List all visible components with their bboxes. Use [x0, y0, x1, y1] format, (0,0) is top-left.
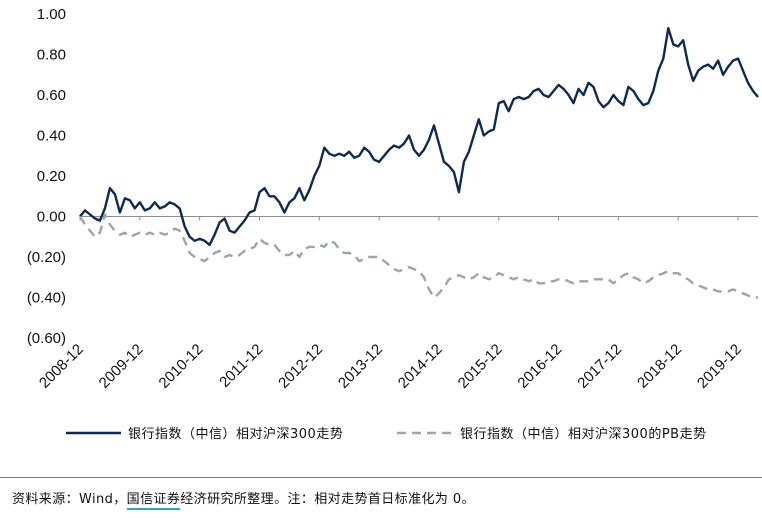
y-tick-label: (0.20) [27, 249, 66, 266]
x-tick-label: 2011-12 [216, 341, 266, 391]
source-prefix: 资料来源：Wind， [12, 492, 127, 507]
x-tick-label: 2015-12 [455, 341, 506, 392]
x-tick-label: 2010-12 [156, 341, 207, 392]
y-tick-label: 0.40 [37, 128, 66, 145]
x-tick-label: 2018-12 [634, 341, 685, 392]
y-tick-label: (0.60) [27, 330, 66, 347]
y-tick-label: (0.40) [27, 290, 66, 307]
legend-label-pb: 银行指数（中信）相对沪深300的PB走势 [460, 426, 707, 442]
x-tick-label: 2016-12 [514, 341, 565, 392]
y-tick-label: 1.00 [37, 6, 66, 23]
series-lines [78, 27, 759, 299]
source-org: 国信证券 [126, 492, 181, 510]
x-axis [79, 216, 758, 221]
x-tick-label: 2013-12 [335, 341, 386, 392]
source-suffix: 经济研究所整理。注：相对走势首日标准化为 0。 [180, 492, 475, 507]
x-tick-label: 2012-12 [275, 341, 326, 392]
y-tick-label: 0.80 [37, 47, 66, 64]
x-tick-label: 2008-12 [36, 341, 87, 392]
legend-label-relative: 银行指数（中信）相对沪深300走势 [128, 426, 343, 442]
x-tick-label: 2009-12 [96, 341, 147, 392]
y-tick-label: 0.20 [37, 168, 66, 185]
source-note: 资料来源：Wind，国信证券经济研究所整理。注：相对走势首日标准化为 0。 [12, 488, 475, 510]
series-line-relative [79, 27, 759, 247]
y-axis-ticks: 1.00 0.80 0.60 0.40 0.20 0.00 (0.20) (0.40) (0.6… [27, 6, 66, 347]
x-tick-label: 2014-12 [395, 341, 446, 392]
source-divider [0, 477, 762, 478]
y-tick-label: 0.60 [37, 87, 66, 104]
y-tick-label: 0.00 [37, 209, 66, 226]
x-tick-label: 2017-12 [574, 341, 625, 392]
legend: 银行指数（中信）相对沪深300走势 银行指数（中信）相对沪深300的PB走势 [66, 426, 707, 442]
x-tick-label: 2019-12 [694, 341, 745, 392]
series-line-pb [78, 213, 758, 299]
chart: 1.00 0.80 0.60 0.40 0.20 0.00 (0.20) (0.40) (0.6… [27, 6, 759, 442]
x-axis-ticks: 2008-12 2009-12 2010-12 2011-12 2012-12 2013-… [36, 341, 745, 392]
